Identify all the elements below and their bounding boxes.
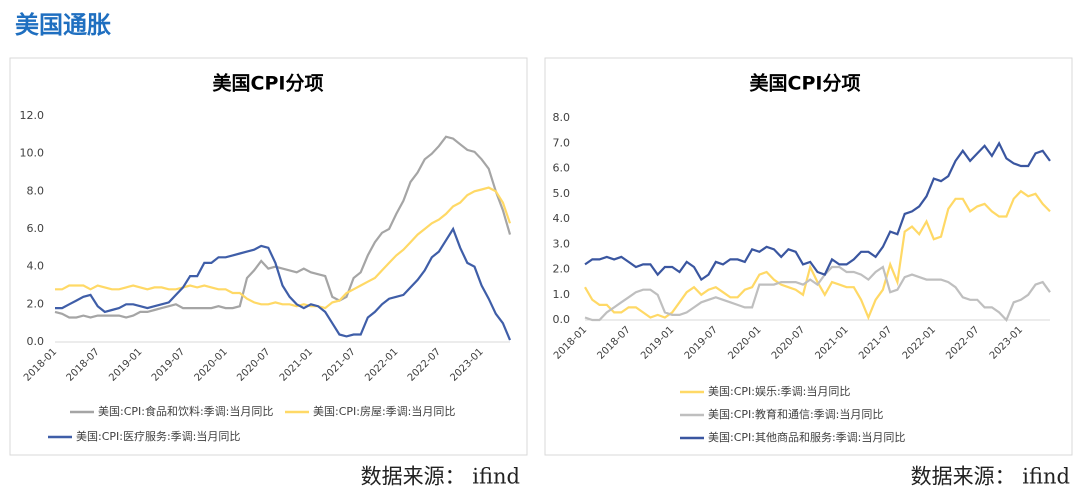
series-line	[584, 189, 1051, 321]
y-tick-label: 7.0	[553, 136, 571, 149]
y-tick-label: 0.0	[27, 335, 45, 348]
chart-panel	[9, 57, 528, 456]
series-line	[54, 135, 512, 319]
chart-panel	[544, 57, 1073, 456]
legend-label: 美国:CPI:医疗服务:季调:当月同比	[76, 429, 240, 443]
series-line	[584, 265, 1051, 322]
legend-label: 美国:CPI:房屋:季调:当月同比	[313, 404, 455, 418]
y-tick-label: 8.0	[553, 111, 571, 124]
y-tick-label: 6.0	[553, 162, 571, 175]
page-title: 美国通胀	[15, 11, 111, 39]
y-tick-label: 2.0	[27, 297, 45, 310]
source-note: 数据来源： ifind	[361, 465, 520, 489]
y-tick-label: 12.0	[20, 109, 45, 122]
y-tick-label: 3.0	[553, 237, 571, 250]
legend-label: 美国:CPI:其他商品和服务:季调:当月同比	[708, 430, 905, 444]
y-tick-label: 0.0	[553, 313, 571, 326]
y-tick-label: 1.0	[553, 288, 571, 301]
y-tick-label: 6.0	[27, 222, 45, 235]
legend-label: 美国:CPI:食品和饮料:季调:当月同比	[98, 404, 273, 418]
legend-label: 美国:CPI:教育和通信:季调:当月同比	[708, 407, 883, 421]
series-line	[55, 226, 512, 341]
y-tick-label: 8.0	[27, 184, 45, 197]
series-line	[584, 140, 1051, 282]
source-note: 数据来源： ifind	[911, 465, 1070, 489]
series-line	[55, 186, 512, 310]
y-tick-label: 4.0	[553, 212, 571, 225]
chart-title: 美国CPI分项	[750, 72, 861, 95]
y-tick-label: 10.0	[20, 147, 45, 160]
y-tick-label: 4.0	[27, 260, 45, 273]
chart-title: 美国CPI分项	[213, 72, 324, 95]
y-tick-label: 2.0	[553, 263, 571, 276]
legend-label: 美国:CPI:娱乐:季调:当月同比	[708, 384, 850, 398]
y-tick-label: 5.0	[553, 187, 571, 200]
